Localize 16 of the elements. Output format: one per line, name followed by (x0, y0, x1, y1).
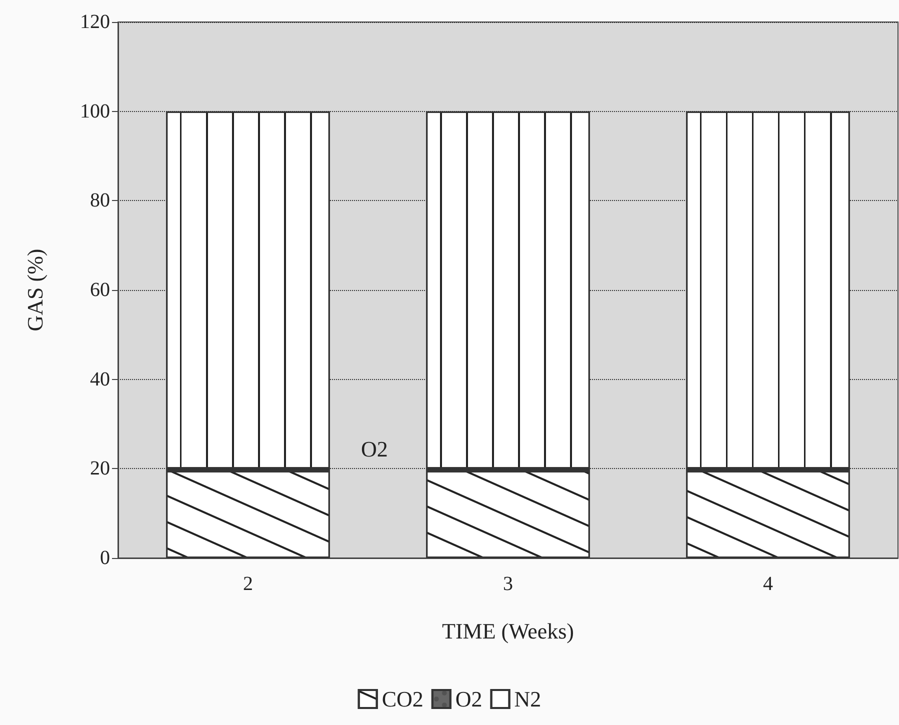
y-tick-label: 0 (100, 547, 110, 569)
y-tick-label: 100 (80, 100, 110, 122)
x-tick-label: 4 (763, 573, 773, 595)
x-tick-label: 2 (243, 573, 253, 595)
annotation: O2 (361, 436, 388, 462)
y-tick-label: 40 (90, 368, 110, 390)
x-tick-label: 3 (503, 573, 513, 595)
y-tick-label: 120 (80, 11, 110, 33)
y-axis-title: GAS (%) (22, 248, 48, 332)
x-axis-title: TIME (Weeks) (442, 618, 574, 644)
legend-label: O2 (455, 686, 482, 712)
y-tick-label: 60 (90, 279, 110, 301)
legend-label: N2 (514, 686, 542, 712)
legend-label: CO2 (382, 686, 424, 712)
y-tick-label: 20 (90, 458, 110, 480)
y-tick-label: 80 (90, 190, 110, 212)
